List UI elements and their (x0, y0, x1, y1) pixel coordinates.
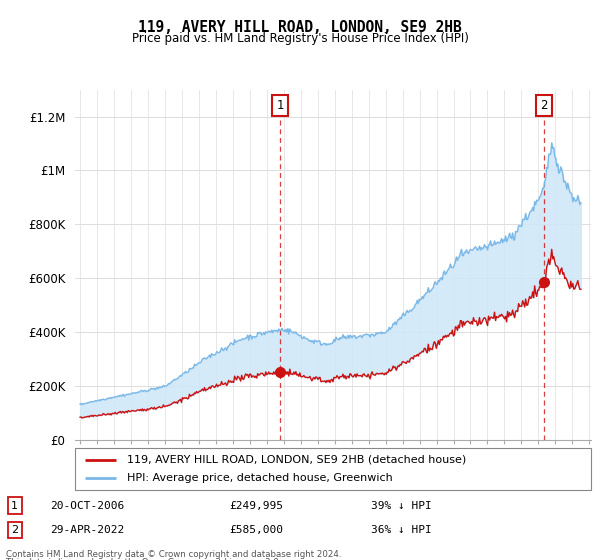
Text: £585,000: £585,000 (229, 525, 283, 535)
Text: Price paid vs. HM Land Registry's House Price Index (HPI): Price paid vs. HM Land Registry's House … (131, 32, 469, 45)
Text: 29-APR-2022: 29-APR-2022 (50, 525, 124, 535)
Text: Contains HM Land Registry data © Crown copyright and database right 2024.: Contains HM Land Registry data © Crown c… (6, 550, 341, 559)
Text: 119, AVERY HILL ROAD, LONDON, SE9 2HB (detached house): 119, AVERY HILL ROAD, LONDON, SE9 2HB (d… (127, 455, 466, 465)
Text: 119, AVERY HILL ROAD, LONDON, SE9 2HB: 119, AVERY HILL ROAD, LONDON, SE9 2HB (138, 20, 462, 35)
Text: 39% ↓ HPI: 39% ↓ HPI (371, 501, 431, 511)
FancyBboxPatch shape (75, 448, 591, 490)
Text: 1: 1 (277, 99, 284, 112)
Text: 36% ↓ HPI: 36% ↓ HPI (371, 525, 431, 535)
Text: £249,995: £249,995 (229, 501, 283, 511)
Text: 1: 1 (11, 501, 19, 511)
Text: 20-OCT-2006: 20-OCT-2006 (50, 501, 124, 511)
Text: 2: 2 (11, 525, 19, 535)
Text: HPI: Average price, detached house, Greenwich: HPI: Average price, detached house, Gree… (127, 473, 392, 483)
Text: This data is licensed under the Open Government Licence v3.0.: This data is licensed under the Open Gov… (6, 558, 281, 560)
Text: 2: 2 (540, 99, 548, 112)
